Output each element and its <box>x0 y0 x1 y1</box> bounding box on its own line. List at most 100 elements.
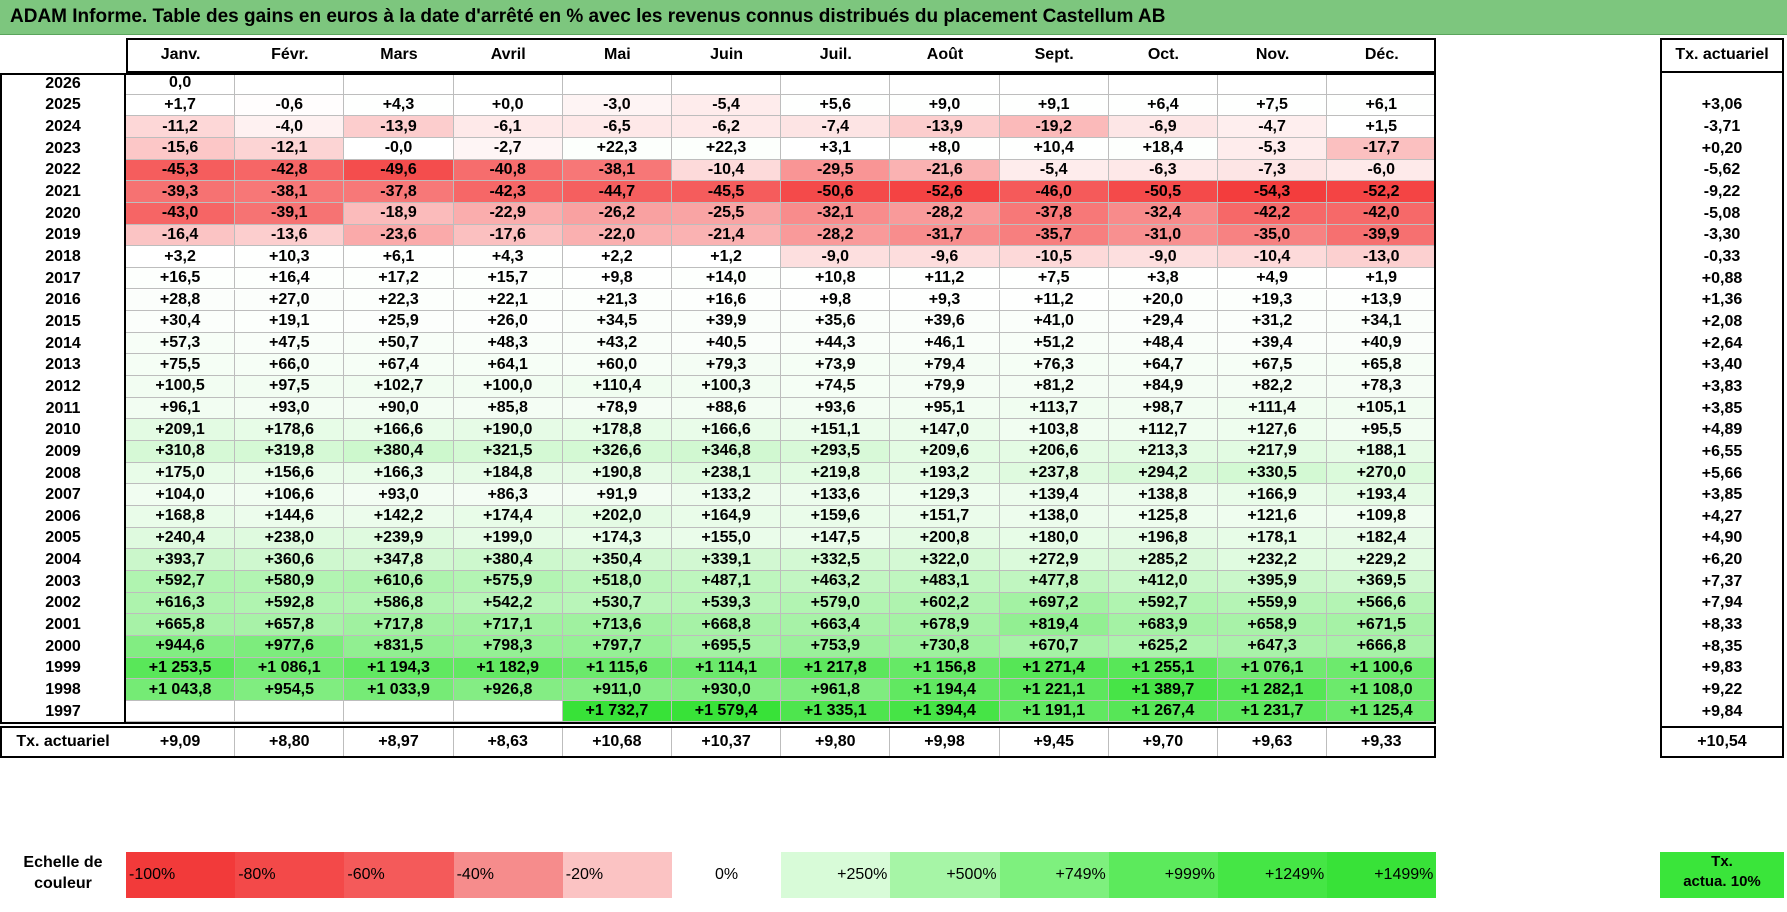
table-cell: +647,3 <box>1218 635 1328 658</box>
table-cell: +670,7 <box>999 635 1109 658</box>
table-cell: +67,4 <box>344 354 454 377</box>
table-cell: -9,0 <box>1108 246 1218 268</box>
column-header: Mai <box>562 38 672 72</box>
table-cell: -6,2 <box>672 116 782 138</box>
table-cell: +43,2 <box>562 332 672 355</box>
table-cell: +944,6 <box>126 635 236 658</box>
row-year: 2007 <box>0 484 126 506</box>
table-cell: +166,9 <box>1218 484 1328 506</box>
row-year: 2018 <box>0 246 126 268</box>
table-cell: +3,1 <box>781 137 891 160</box>
table-cell: -42,2 <box>1218 202 1328 225</box>
row-year: 2001 <box>0 614 126 636</box>
tx-cell: +3,83 <box>1660 376 1784 398</box>
table-cell: +393,7 <box>126 549 236 571</box>
footer-tx-cell: +10,54 <box>1660 725 1784 758</box>
table-cell: +139,4 <box>999 484 1109 506</box>
table-cell: +100,3 <box>672 376 782 398</box>
table-cell: -10,4 <box>1218 246 1328 268</box>
table-cell: +330,5 <box>1218 462 1328 485</box>
table-cell: -6,1 <box>453 116 563 138</box>
tx-cell: +8,35 <box>1660 635 1784 658</box>
table-cell: +193,4 <box>1327 484 1437 506</box>
legend-tx-line1: Tx. <box>1711 853 1733 870</box>
table-cell: +39,9 <box>672 311 782 333</box>
table-cell: +730,8 <box>890 635 1000 658</box>
table-cell: +125,8 <box>1108 506 1218 528</box>
footer-cell: +9,80 <box>781 725 891 758</box>
table-cell: +102,7 <box>344 376 454 398</box>
table-cell: +84,9 <box>1108 376 1218 398</box>
table-cell: +1 255,1 <box>1108 657 1218 680</box>
table-cell: +1 114,1 <box>672 657 782 680</box>
table-cell: -39,9 <box>1327 224 1437 247</box>
table-cell: +911,0 <box>562 679 672 701</box>
table-cell: +1,5 <box>1327 116 1437 138</box>
table-cell: +1 125,4 <box>1327 700 1437 723</box>
table-cell: -29,5 <box>781 159 891 182</box>
table-cell: +695,5 <box>672 635 782 658</box>
table-cell: +213,3 <box>1108 441 1218 463</box>
table-cell: +193,2 <box>890 462 1000 485</box>
table-cell: -25,5 <box>672 202 782 225</box>
tx-cell: -3,71 <box>1660 116 1784 138</box>
table-cell: +19,3 <box>1218 289 1328 312</box>
table-cell: -50,5 <box>1108 181 1218 203</box>
table-cell: +98,7 <box>1108 397 1218 420</box>
table-cell: +1 043,8 <box>126 679 236 701</box>
table-cell: -49,6 <box>344 159 454 182</box>
tx-column-header: Tx. actuariel <box>1660 38 1784 72</box>
table-cell: +270,0 <box>1327 462 1437 485</box>
table-cell: +1 231,7 <box>1218 700 1328 723</box>
table-cell: +79,9 <box>890 376 1000 398</box>
table-cell: +1 267,4 <box>1108 700 1218 723</box>
table-cell: -9,0 <box>781 246 891 268</box>
table-cell: +592,8 <box>235 592 345 615</box>
legend-item: +500% <box>890 852 1000 898</box>
table-cell: +100,0 <box>453 376 563 398</box>
legend-item: -60% <box>344 852 454 898</box>
table-cell: -35,0 <box>1218 224 1328 247</box>
legend-tx-actuariel: Tx. actua. 10% <box>1660 852 1784 898</box>
table-cell: +961,8 <box>781 679 891 701</box>
table-cell: +110,4 <box>562 376 672 398</box>
table-cell: -4,0 <box>235 116 345 138</box>
table-cell: +310,8 <box>126 441 236 463</box>
table-cell: +326,6 <box>562 441 672 463</box>
tx-cell: +7,37 <box>1660 570 1784 593</box>
table-cell: +229,2 <box>1327 549 1437 571</box>
table-cell: +559,9 <box>1218 592 1328 615</box>
row-year: 2019 <box>0 224 126 247</box>
table-cell: +155,0 <box>672 527 782 550</box>
table-cell: +930,0 <box>672 679 782 701</box>
table-cell: +11,2 <box>999 289 1109 312</box>
tx-cell: +3,85 <box>1660 484 1784 506</box>
table-cell: +178,1 <box>1218 527 1328 550</box>
table-cell: +16,5 <box>126 267 236 290</box>
tx-cell: +6,55 <box>1660 441 1784 463</box>
table-cell: +977,6 <box>235 635 345 658</box>
table-cell: -37,8 <box>344 181 454 203</box>
legend-item: +1499% <box>1327 852 1437 898</box>
table-cell: +602,2 <box>890 592 1000 615</box>
table-cell: +9,3 <box>890 289 1000 312</box>
row-year: 2010 <box>0 419 126 442</box>
table-cell <box>126 700 236 723</box>
table-cell <box>890 73 1000 95</box>
table-cell: -17,6 <box>453 224 563 247</box>
tx-cell: +9,83 <box>1660 657 1784 680</box>
row-year: 1998 <box>0 679 126 701</box>
table-cell <box>1218 73 1328 95</box>
table-cell: +3,2 <box>126 246 236 268</box>
table-cell: +22,3 <box>672 137 782 160</box>
table-cell: +7,5 <box>1218 94 1328 117</box>
table-cell: 0,0 <box>126 73 236 95</box>
column-header: Oct. <box>1108 38 1218 72</box>
table-cell: -13,9 <box>890 116 1000 138</box>
row-year: 1999 <box>0 657 126 680</box>
table-cell: +209,1 <box>126 419 236 442</box>
table-cell: -21,6 <box>890 159 1000 182</box>
table-cell: +819,4 <box>999 614 1109 636</box>
table-cell: -5,3 <box>1218 137 1328 160</box>
table-cell: +238,0 <box>235 527 345 550</box>
